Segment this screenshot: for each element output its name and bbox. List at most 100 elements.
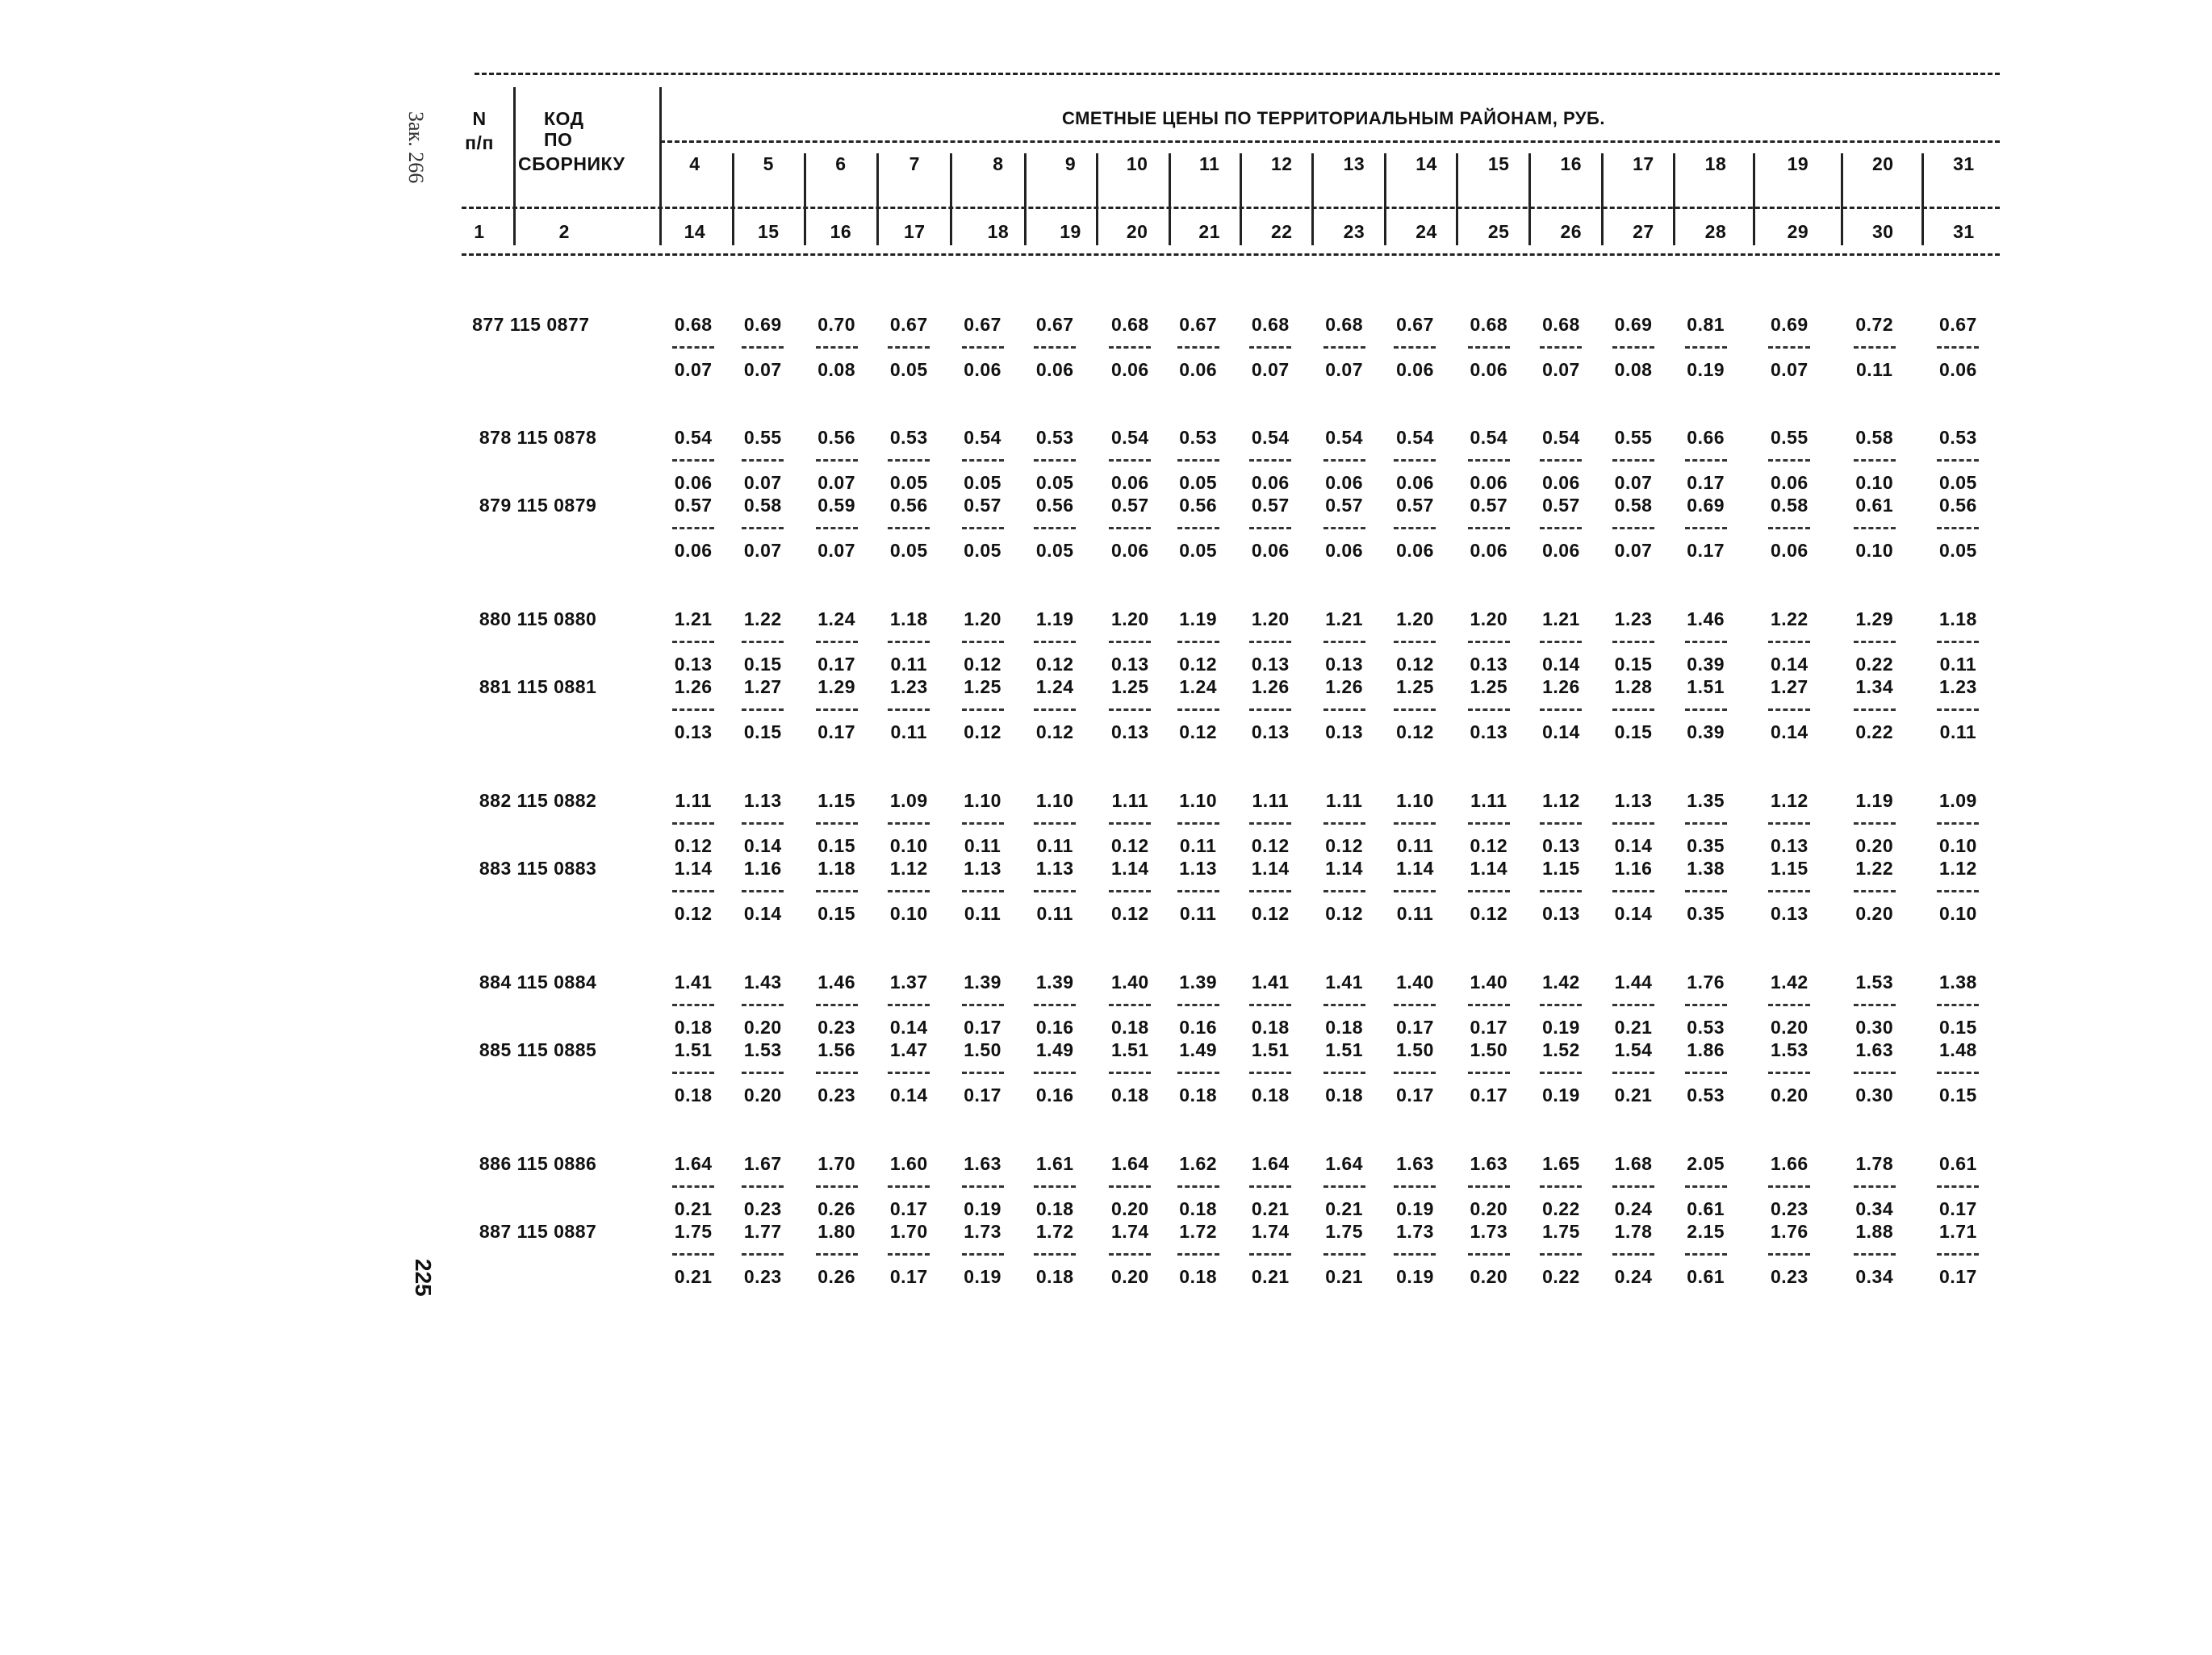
price-total: 1.35 [1687,790,1725,811]
fraction-line [1853,1072,1896,1074]
price-total: 1.73 [1470,1221,1508,1242]
price-wage: 0.18 [1179,1085,1218,1105]
fraction-line [1467,708,1510,711]
price-wage: 0.19 [1396,1266,1434,1287]
column-divider [1921,153,1924,245]
fraction-line [1034,1004,1077,1006]
price-total: 0.57 [1396,495,1434,516]
price-total: 0.53 [889,427,928,448]
fraction-line [1034,822,1077,825]
fraction-line [672,346,715,349]
price-total: 1.53 [1770,1039,1808,1060]
fraction-line [815,1253,858,1256]
column-number: 26 [1560,221,1583,242]
column-divider [731,153,734,245]
price-total: 0.68 [1110,314,1149,335]
price-total: 1.25 [1396,676,1434,697]
price-total: 1.50 [964,1039,1001,1060]
price-total: 1.73 [1396,1221,1434,1242]
price-wage: 0.06 [1035,359,1074,380]
price-total: 1.64 [1325,1153,1364,1174]
fraction-line [742,890,784,892]
price-wage: 0.39 [1687,721,1725,742]
fraction-line [815,708,858,711]
price-total: 0.56 [1035,495,1074,516]
price-wage: 0.23 [743,1198,782,1219]
fraction-line [1937,1004,1980,1006]
column-divider [1840,153,1843,245]
price-total: 0.57 [964,495,1001,516]
fraction-line [1323,1072,1365,1074]
fraction-line [1177,1253,1219,1256]
price-wage: 0.14 [1542,721,1580,742]
price-total: 0.53 [1179,427,1218,448]
price-total: 1.16 [743,858,782,879]
price-total: 1.25 [1110,676,1149,697]
fraction-line [1540,527,1583,529]
price-wage: 0.18 [1179,1198,1218,1219]
price-total: 1.61 [1035,1153,1074,1174]
price-wage: 0.08 [1614,359,1653,380]
price-wage: 0.12 [1179,654,1218,675]
price-wage: 0.06 [1251,540,1290,561]
fraction-line [742,459,784,462]
price-wage: 0.11 [964,903,1001,924]
fraction-line [1937,1185,1980,1188]
price-wage: 0.07 [1325,359,1364,380]
price-wage: 0.34 [1855,1266,1894,1287]
fraction-line [1034,641,1077,643]
header-rule [462,207,2000,209]
price-total: 1.46 [817,972,856,993]
header-n: N [472,108,487,129]
price-wage: 0.53 [1687,1085,1725,1105]
fraction-line [1249,708,1292,711]
price-wage: 0.14 [743,835,782,856]
fraction-line [742,1004,784,1006]
price-total: 1.53 [1855,972,1894,993]
price-wage: 0.18 [674,1085,713,1105]
price-total: 1.86 [1687,1039,1725,1060]
fraction-line [1612,822,1655,825]
price-total: 1.26 [1325,676,1364,697]
fraction-line [1684,1004,1727,1006]
price-wage: 0.34 [1855,1198,1894,1219]
price-wage: 0.05 [1035,472,1074,493]
price-total: 0.68 [1251,314,1290,335]
price-wage: 0.13 [1251,654,1290,675]
region-header: 31 [1953,153,1975,174]
fraction-line [1394,346,1436,349]
fraction-line [815,1072,858,1074]
price-total: 1.62 [1179,1153,1218,1174]
column-number: 21 [1198,221,1221,242]
price-wage: 0.17 [1396,1017,1434,1038]
price-total: 1.13 [964,858,1001,879]
price-wage: 0.35 [1687,835,1725,856]
fraction-line [815,1004,858,1006]
price-total: 1.20 [1251,608,1290,629]
price-wage: 0.13 [1325,721,1364,742]
price-wage: 0.20 [1855,903,1894,924]
price-wage: 0.26 [817,1266,856,1287]
price-wage: 0.14 [1770,721,1808,742]
price-wage: 0.10 [1855,472,1894,493]
price-wage: 0.17 [1687,540,1725,561]
price-total: 0.57 [1325,495,1364,516]
column-divider [1239,153,1242,245]
price-wage: 0.13 [1470,654,1508,675]
fraction-line [1612,346,1655,349]
price-wage: 0.19 [1396,1198,1434,1219]
fraction-line [1768,890,1811,892]
fraction-line [742,1072,784,1074]
price-total: 0.68 [1325,314,1364,335]
fraction-line [672,1185,715,1188]
row-code: 881 115 0881 [479,676,597,697]
price-total: 1.14 [1470,858,1508,879]
price-total: 1.22 [1770,608,1808,629]
price-total: 0.67 [889,314,928,335]
price-total: 0.69 [1770,314,1808,335]
price-total: 1.63 [1855,1039,1894,1060]
region-header: 10 [1126,153,1148,174]
price-wage: 0.06 [1396,540,1434,561]
column-number: 14 [684,221,706,242]
price-wage: 0.12 [674,903,713,924]
